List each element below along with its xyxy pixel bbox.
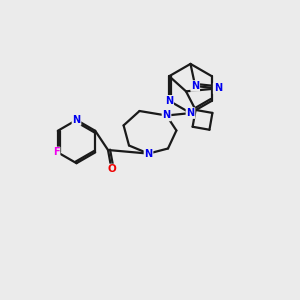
Text: O: O	[107, 164, 116, 175]
Text: N: N	[186, 108, 195, 118]
Text: N: N	[72, 115, 81, 125]
Text: N: N	[165, 96, 173, 106]
Text: N: N	[144, 148, 153, 159]
Text: N: N	[214, 83, 222, 93]
Text: N: N	[162, 110, 171, 121]
Text: N: N	[191, 81, 199, 91]
Text: F: F	[53, 147, 60, 158]
